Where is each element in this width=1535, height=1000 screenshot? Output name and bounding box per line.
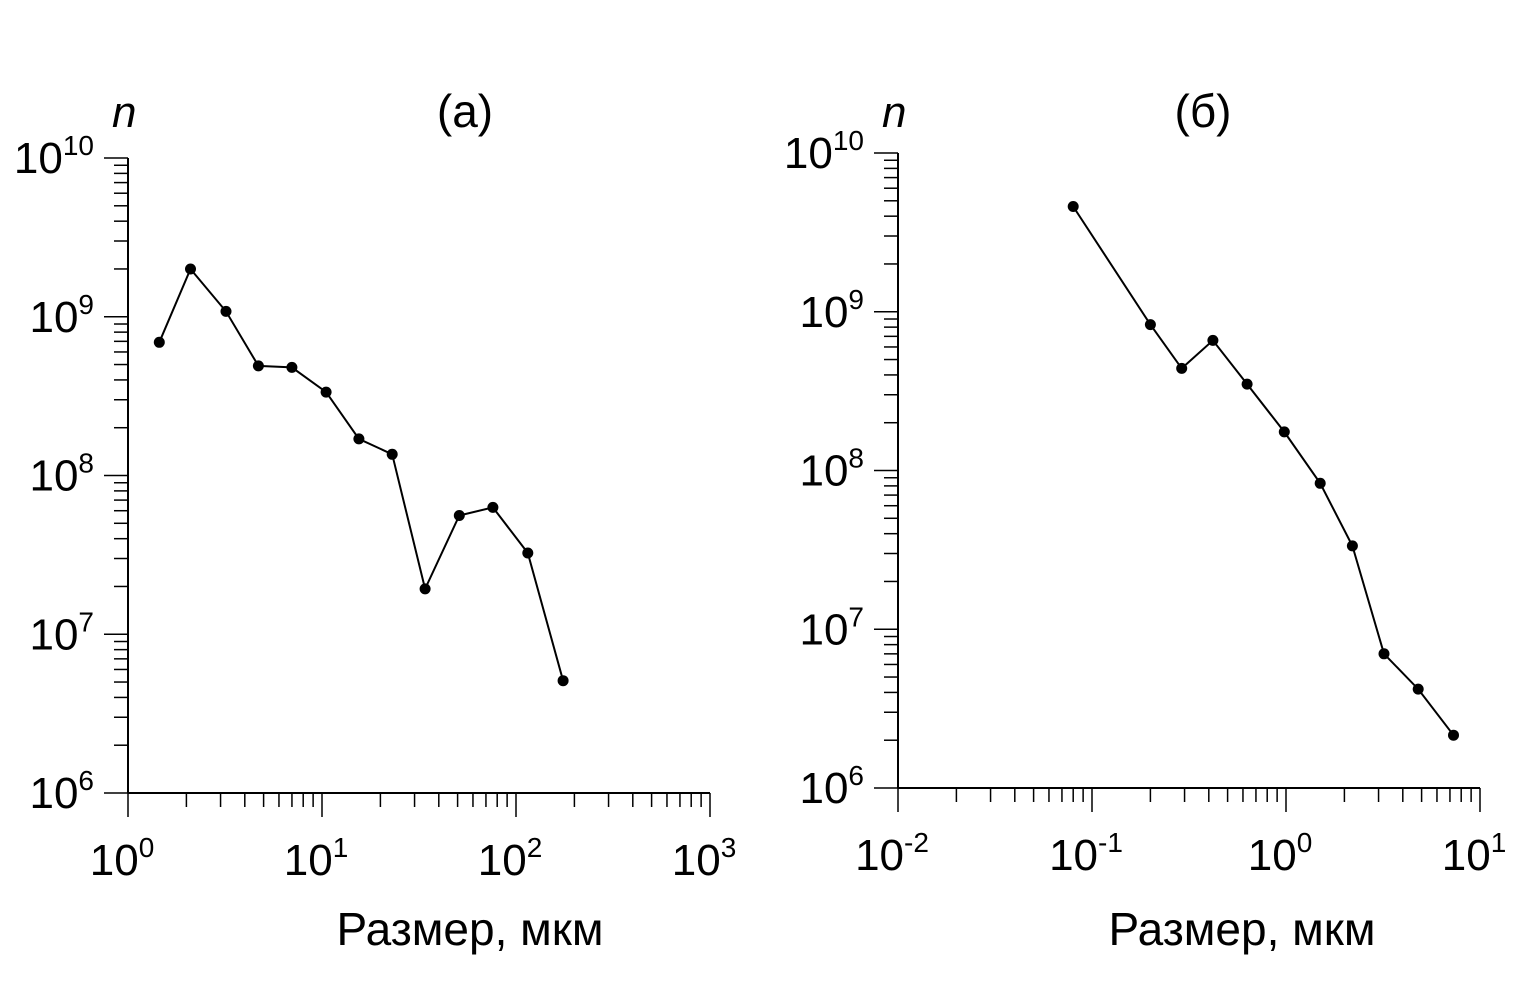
panel-b-data-point [1067, 201, 1079, 212]
panel-a-y-axis-label: n [112, 88, 136, 137]
y-tick-label: 109 [799, 284, 864, 337]
y-tick-label: 1010 [14, 130, 94, 183]
y-tick-label: 108 [799, 443, 864, 496]
panel-b-y-axis-label: n [882, 88, 906, 137]
y-tick-label: 107 [29, 606, 94, 659]
y-tick-label: 106 [29, 765, 94, 818]
x-tick-label: 101 [1442, 827, 1507, 880]
panel-a-data-point [557, 675, 569, 687]
panel-b-title: (б) [1175, 85, 1232, 137]
x-tick-label: 100 [1248, 827, 1313, 880]
panel-a-data-point [252, 360, 264, 372]
panel-a-data-point [419, 583, 431, 595]
x-tick-label: 103 [672, 832, 737, 885]
panel-a-data-point [185, 263, 196, 275]
panel-b: (б) n Размер, мкм 10-2 10-1 100 101 106 107 10… [784, 85, 1506, 955]
panel-a-data-point [487, 501, 499, 513]
x-tick-label: 10-2 [855, 827, 929, 880]
panel-a-series-line [158, 267, 565, 681]
panel-b-data-point [1144, 319, 1156, 331]
panel-b-series-line [1072, 205, 1455, 736]
panel-b-data-point [1207, 334, 1219, 346]
panel-a-data-point [522, 547, 534, 559]
panel-b-data-point [1241, 378, 1253, 390]
panel-b-data-point [1346, 540, 1358, 552]
panel-b-data-point [1378, 648, 1390, 660]
panel-a-data-point [220, 305, 232, 317]
panel-a-data-point [320, 386, 332, 398]
y-tick-label: 109 [29, 289, 94, 342]
x-tick-label: 100 [90, 832, 155, 885]
panel-b-data-point [1412, 683, 1424, 695]
y-tick-label: 107 [799, 601, 864, 654]
panel-b-data-point [1278, 426, 1290, 438]
y-tick-label: 108 [29, 448, 94, 501]
x-tick-label: 10-1 [1049, 827, 1123, 880]
panel-b-data-point [1314, 477, 1326, 489]
panel-a-data-point [453, 510, 465, 521]
panel-a-data-point [353, 433, 365, 445]
panel-a-title: (а) [437, 85, 493, 137]
panel-b-data-point [1176, 362, 1188, 374]
panel-a-data-point [386, 448, 398, 460]
panel-b-x-axis-label: Размер, мкм [1108, 903, 1375, 955]
panel-a-x-axis-label: Размер, мкм [336, 903, 603, 955]
y-tick-label: 1010 [784, 125, 864, 178]
x-tick-label: 102 [478, 832, 543, 885]
panel-b-data-point [1448, 729, 1459, 741]
x-tick-label: 101 [284, 832, 349, 885]
panel-a: (а) n Размер, мкм 100 101 102 103 106 107 108 1… [14, 85, 736, 955]
panel-a-data-point [153, 336, 165, 348]
y-tick-label: 106 [799, 760, 864, 813]
panel-a-data-point [286, 361, 298, 373]
